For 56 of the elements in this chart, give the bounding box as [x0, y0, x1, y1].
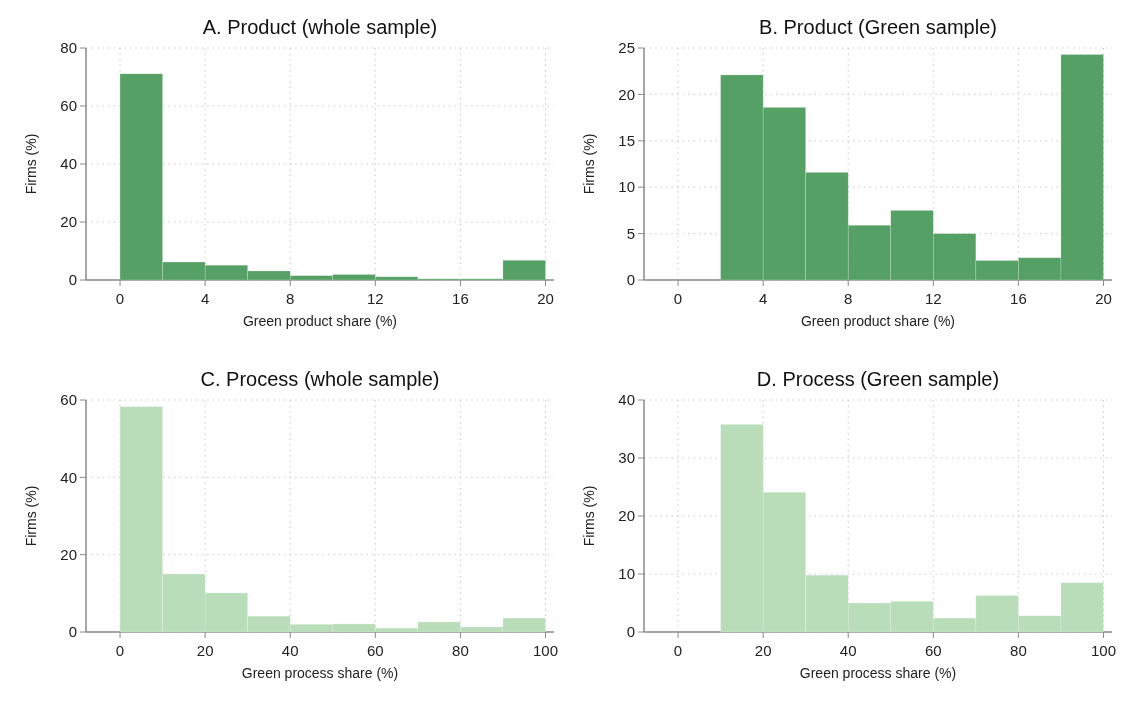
x-tick-label: 20: [754, 642, 772, 659]
x-tick-label: 0: [673, 642, 683, 659]
x-tick-label: 20: [1095, 290, 1112, 307]
y-axis-title: Firms (%): [23, 485, 39, 547]
x-tick-label: 16: [452, 290, 469, 307]
x-tick-label: 4: [758, 290, 768, 307]
x-axis-title: Green product share (%): [242, 313, 398, 329]
x-tick-label: 60: [366, 642, 384, 659]
x-tick-label: 80: [452, 642, 469, 659]
chart-title: A. Product (whole sample): [202, 16, 438, 38]
y-axis-title: Firms (%): [581, 133, 597, 195]
x-tick-label: 8: [286, 290, 295, 307]
x-tick-label: 12: [366, 290, 384, 307]
y-tick-label: 20: [618, 507, 635, 525]
x-tick-label: 12: [924, 290, 942, 307]
y-tick-label: 0: [68, 623, 77, 641]
y-tick-label: 40: [60, 155, 77, 173]
y-tick-label: 40: [60, 468, 77, 486]
y-tick-label: 20: [60, 545, 77, 563]
x-tick-label: 0: [673, 290, 683, 307]
x-tick-label: 20: [537, 290, 554, 307]
y-tick-label: 0: [626, 271, 635, 289]
x-tick-label: 8: [844, 290, 853, 307]
x-tick-label: 100: [1090, 642, 1117, 659]
y-axis-title: Firms (%): [23, 133, 39, 195]
x-tick-label: 20: [196, 642, 214, 659]
x-tick-label: 4: [200, 290, 210, 307]
y-tick-label: 0: [626, 623, 635, 641]
y-tick-label: 5: [626, 224, 635, 242]
chart-title: B. Product (Green sample): [759, 16, 997, 38]
x-tick-label: 60: [924, 642, 942, 659]
x-tick-label: 0: [115, 642, 125, 659]
y-tick-label: 15: [618, 132, 635, 150]
y-tick-label: 10: [618, 178, 635, 196]
y-axis-title: Firms (%): [581, 485, 597, 547]
x-tick-label: 16: [1010, 290, 1027, 307]
x-axis-title: Green process share (%): [241, 665, 399, 681]
y-tick-label: 60: [60, 391, 77, 409]
x-tick-label: 80: [1010, 642, 1027, 659]
y-tick-label: 60: [60, 97, 77, 115]
y-tick-label: 30: [618, 449, 635, 467]
x-axis-title: Green process share (%): [799, 665, 957, 681]
x-tick-label: 100: [532, 642, 559, 659]
x-axis-title: Green product share (%): [800, 313, 956, 329]
y-tick-label: 25: [618, 39, 635, 57]
x-tick-label: 40: [839, 642, 857, 659]
chart-title: C. Process (whole sample): [200, 368, 440, 390]
y-tick-label: 20: [60, 213, 77, 231]
chart-title: D. Process (Green sample): [756, 368, 1000, 390]
y-tick-label: 0: [68, 271, 77, 289]
y-tick-label: 10: [618, 565, 635, 583]
y-tick-label: 40: [618, 391, 635, 409]
y-tick-label: 20: [618, 85, 635, 103]
x-tick-label: 40: [281, 642, 299, 659]
y-tick-label: 80: [60, 39, 77, 57]
x-tick-label: 0: [115, 290, 125, 307]
